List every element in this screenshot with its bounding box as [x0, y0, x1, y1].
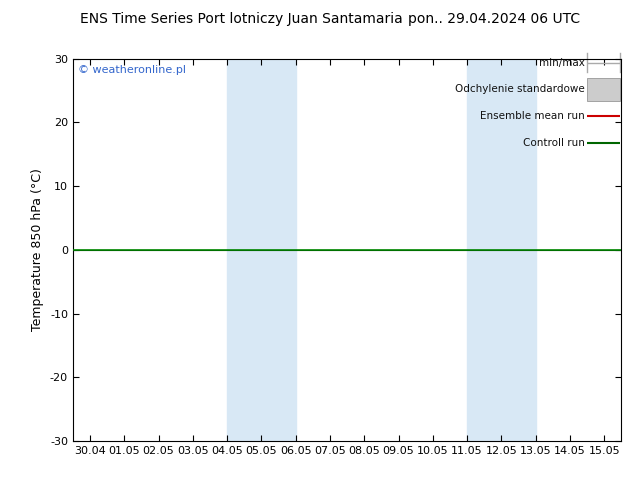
Text: Ensemble mean run: Ensemble mean run — [480, 111, 585, 121]
Bar — [227, 59, 295, 441]
Text: © weatheronline.pl: © weatheronline.pl — [79, 65, 186, 74]
Bar — [587, 78, 620, 101]
Bar — [467, 59, 536, 441]
Text: Odchylenie standardowe: Odchylenie standardowe — [455, 84, 585, 95]
Text: Controll run: Controll run — [522, 138, 585, 148]
Text: ENS Time Series Port lotniczy Juan Santamaria: ENS Time Series Port lotniczy Juan Santa… — [79, 12, 403, 26]
Text: pon.. 29.04.2024 06 UTC: pon.. 29.04.2024 06 UTC — [408, 12, 581, 26]
Y-axis label: Temperature 850 hPa (°C): Temperature 850 hPa (°C) — [31, 169, 44, 331]
Text: min/max: min/max — [539, 58, 585, 68]
